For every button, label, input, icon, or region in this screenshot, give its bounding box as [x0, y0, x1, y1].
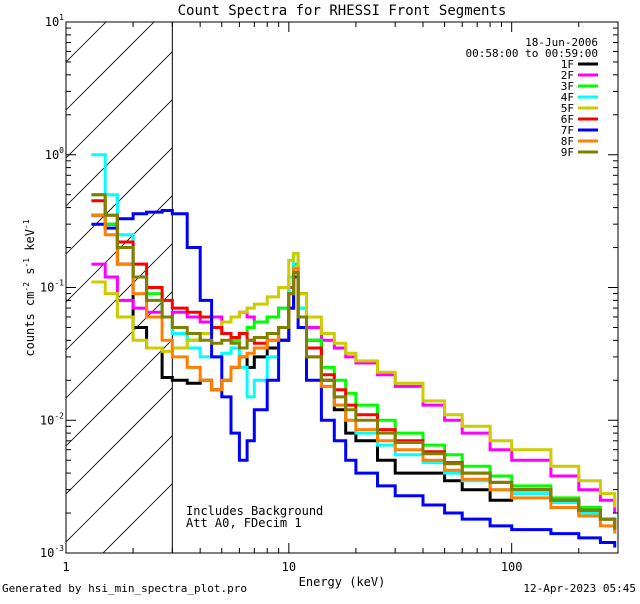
legend-label-9F: 9F [561, 146, 574, 159]
y-tick-label: 10-3 [40, 544, 64, 560]
hatch-line [66, 99, 173, 207]
y-tick-label: 100 [45, 146, 64, 162]
hatch-line [66, 435, 173, 543]
hatch-line [66, 291, 173, 399]
time-range-text: 00:58:00 to 00:59:00 [466, 47, 598, 60]
hatch-line [66, 22, 107, 63]
x-tick-label: 10 [282, 560, 296, 574]
hatch-line [66, 147, 173, 255]
date-text: 18-Jun-2006 [525, 36, 598, 49]
x-tick-label: 1 [62, 560, 69, 574]
x-tick-label: 100 [501, 560, 523, 574]
series-line-7F [91, 209, 617, 548]
legend-label-7F: 7F [561, 124, 574, 137]
axes: 1 10 100 10-3 10-2 10-1 100 101 [40, 13, 619, 574]
series-layer [91, 153, 617, 548]
annotation-background: Includes Background [186, 504, 323, 518]
y-tick-label: 10-2 [40, 411, 64, 427]
hatch-line [66, 22, 155, 111]
hatch-line [66, 243, 173, 351]
hatch-line [66, 51, 173, 159]
hatch-line [102, 483, 173, 553]
hatch-line [66, 339, 173, 447]
hatch-line [66, 387, 173, 495]
y-tick-label: 101 [45, 13, 64, 29]
y-axis-label-exp1: -2 [22, 282, 31, 292]
series-line-5F [91, 252, 617, 508]
legend-label-3F: 3F [561, 80, 574, 93]
annotation-attenuator: Att A0, FDecim 1 [186, 516, 302, 530]
legend-label-2F: 2F [561, 69, 574, 82]
y-axis-label-main: counts cm [23, 292, 37, 357]
legend-label-1F: 1F [561, 58, 574, 71]
y-axis-label-exp3: -1 [22, 219, 31, 229]
series-line-6F [91, 199, 617, 530]
legend-label-4F: 4F [561, 91, 574, 104]
x-axis-label: Energy (keV) [299, 575, 386, 589]
y-axis-label-s: s [23, 268, 37, 282]
series-line-3F [91, 193, 617, 530]
footer-timestamp: 12-Apr-2023 05:45 [523, 582, 636, 595]
series-line-9F [91, 193, 617, 530]
legend-label-6F: 6F [561, 113, 574, 126]
y-tick-label: 10-1 [40, 279, 64, 295]
legend-label-8F: 8F [561, 135, 574, 148]
footer-generated-by: Generated by hsi_min_spectra_plot.pro [2, 582, 248, 595]
y-axis-label-exp2: -1 [22, 258, 31, 268]
y-axis-label-kev: keV [23, 229, 37, 258]
chart-title: Count Spectra for RHESSI Front Segments [178, 3, 507, 19]
legend-label-5F: 5F [561, 102, 574, 115]
y-axis-label: counts cm-2 s-1 keV-1 [22, 219, 37, 356]
series-line-1F [91, 213, 617, 530]
